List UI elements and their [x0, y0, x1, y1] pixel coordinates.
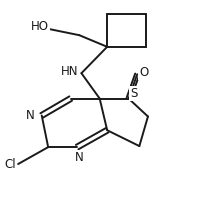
Text: S: S	[130, 87, 138, 100]
Text: O: O	[139, 66, 148, 79]
Text: HO: HO	[31, 20, 49, 33]
Text: Cl: Cl	[4, 158, 16, 171]
Text: N: N	[75, 151, 84, 164]
Text: HN: HN	[61, 65, 78, 78]
Text: N: N	[26, 109, 34, 122]
